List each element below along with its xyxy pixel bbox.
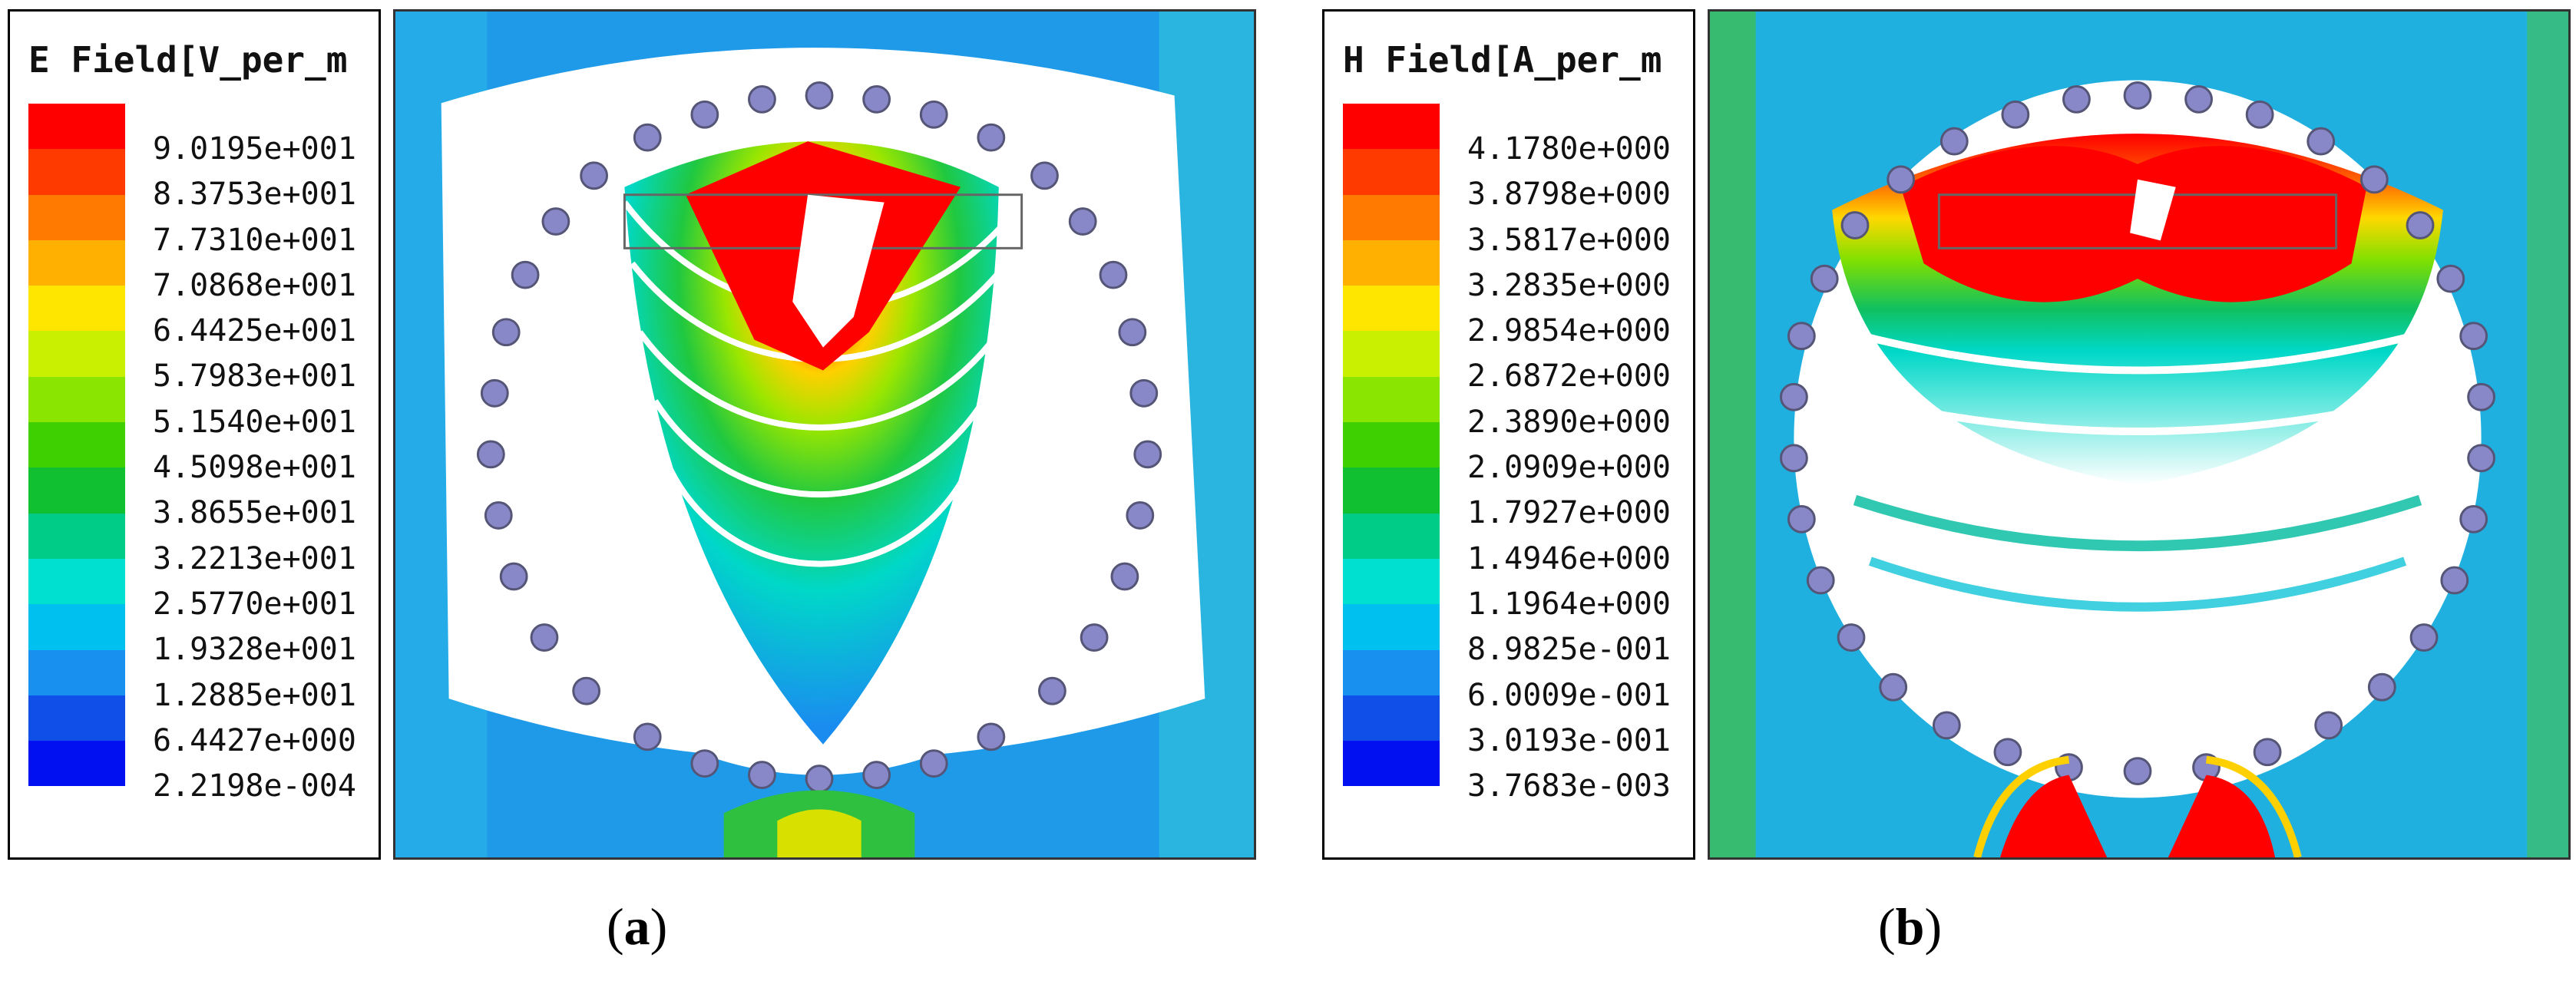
legend-labels: 9.0195e+001 8.3753e+001 7.7310e+001 7.08… [153, 127, 356, 809]
e-field-plot-graphic [395, 12, 1254, 857]
legend-swatch [28, 331, 125, 377]
legend-label: 6.0009e-001 [1467, 677, 1671, 713]
caption-letter: b [1895, 897, 1925, 956]
legend-colorbar [1343, 104, 1440, 787]
caption-b: (b) [1878, 897, 1942, 957]
caption-close-paren: ) [650, 897, 668, 956]
caption-a: (a) [607, 897, 667, 957]
legend-label: 5.1540e+001 [153, 404, 356, 440]
legend-label: 2.2198e-004 [153, 768, 356, 804]
legend-swatch [28, 467, 125, 514]
legend-swatch [28, 149, 125, 195]
legend-label: 2.6872e+000 [1467, 358, 1671, 395]
h-field-plot-graphic [1710, 12, 2568, 857]
legend-colorbar [28, 104, 125, 787]
legend-swatch [28, 649, 125, 695]
legend-label: 2.3890e+000 [1467, 404, 1671, 440]
legend-swatch [28, 695, 125, 742]
legend-swatch [1343, 695, 1440, 742]
legend-label: 3.7683e-003 [1467, 768, 1671, 804]
legend-swatch [1343, 558, 1440, 605]
legend-swatch [1343, 194, 1440, 240]
legend-swatch [28, 422, 125, 468]
legend-label: 6.4425e+001 [153, 313, 356, 349]
legend-label: 1.9328e+001 [153, 632, 356, 668]
legend-swatch [1343, 467, 1440, 514]
caption-letter: a [623, 897, 650, 956]
legend-label: 3.8798e+000 [1467, 177, 1671, 213]
legend-title: H Field[A_per_m [1343, 39, 1662, 81]
legend-label: 1.1964e+000 [1467, 586, 1671, 622]
legend-swatch [1343, 149, 1440, 195]
legend-label: 3.2835e+000 [1467, 267, 1671, 303]
legend-label: 7.7310e+001 [153, 222, 356, 258]
e-field-plot [393, 9, 1256, 860]
legend-swatch [28, 104, 125, 150]
legend-swatch [1343, 422, 1440, 468]
legend-swatch [28, 558, 125, 605]
legend-swatch [28, 741, 125, 787]
legend-label: 1.7927e+000 [1467, 495, 1671, 531]
legend-swatch [28, 286, 125, 332]
legend-e-field: E Field[V_per_m 9.0195e+001 8.3753e+001 … [8, 9, 381, 860]
legend-label: 5.7983e+001 [153, 358, 356, 395]
legend-label: 8.3753e+001 [153, 177, 356, 213]
legend-title: E Field[V_per_m [28, 39, 348, 81]
legend-label: 7.0868e+001 [153, 267, 356, 303]
legend-label: 1.2885e+001 [153, 677, 356, 713]
legend-swatch [1343, 649, 1440, 695]
legend-label: 3.5817e+000 [1467, 222, 1671, 258]
legend-swatch [1343, 331, 1440, 377]
legend-swatch [1343, 104, 1440, 150]
legend-swatch [28, 376, 125, 423]
legend-swatch [28, 604, 125, 650]
legend-swatch [1343, 741, 1440, 787]
legend-label: 9.0195e+001 [153, 131, 356, 167]
caption-open-paren: ( [607, 897, 624, 956]
legend-label: 4.1780e+000 [1467, 131, 1671, 167]
h-field-plot [1708, 9, 2571, 860]
legend-label: 2.5770e+001 [153, 586, 356, 622]
legend-label: 3.0193e-001 [1467, 722, 1671, 758]
legend-labels: 4.1780e+000 3.8798e+000 3.5817e+000 3.28… [1467, 127, 1671, 809]
legend-swatch [1343, 239, 1440, 286]
legend-swatch [1343, 376, 1440, 423]
caption-open-paren: ( [1878, 897, 1896, 956]
legend-label: 1.4946e+000 [1467, 540, 1671, 576]
legend-swatch [28, 194, 125, 240]
legend-swatch [1343, 604, 1440, 650]
legend-h-field: H Field[A_per_m 4.1780e+000 3.8798e+000 … [1322, 9, 1695, 860]
legend-label: 2.0909e+000 [1467, 450, 1671, 486]
legend-swatch [1343, 513, 1440, 559]
legend-label: 3.2213e+001 [153, 540, 356, 576]
legend-swatch [28, 513, 125, 559]
legend-swatch [1343, 286, 1440, 332]
legend-label: 3.8655e+001 [153, 495, 356, 531]
legend-label: 4.5098e+001 [153, 450, 356, 486]
legend-label: 6.4427e+000 [153, 722, 356, 758]
caption-close-paren: ) [1924, 897, 1943, 956]
legend-label: 2.9854e+000 [1467, 313, 1671, 349]
legend-swatch [28, 239, 125, 286]
legend-label: 8.9825e-001 [1467, 632, 1671, 668]
